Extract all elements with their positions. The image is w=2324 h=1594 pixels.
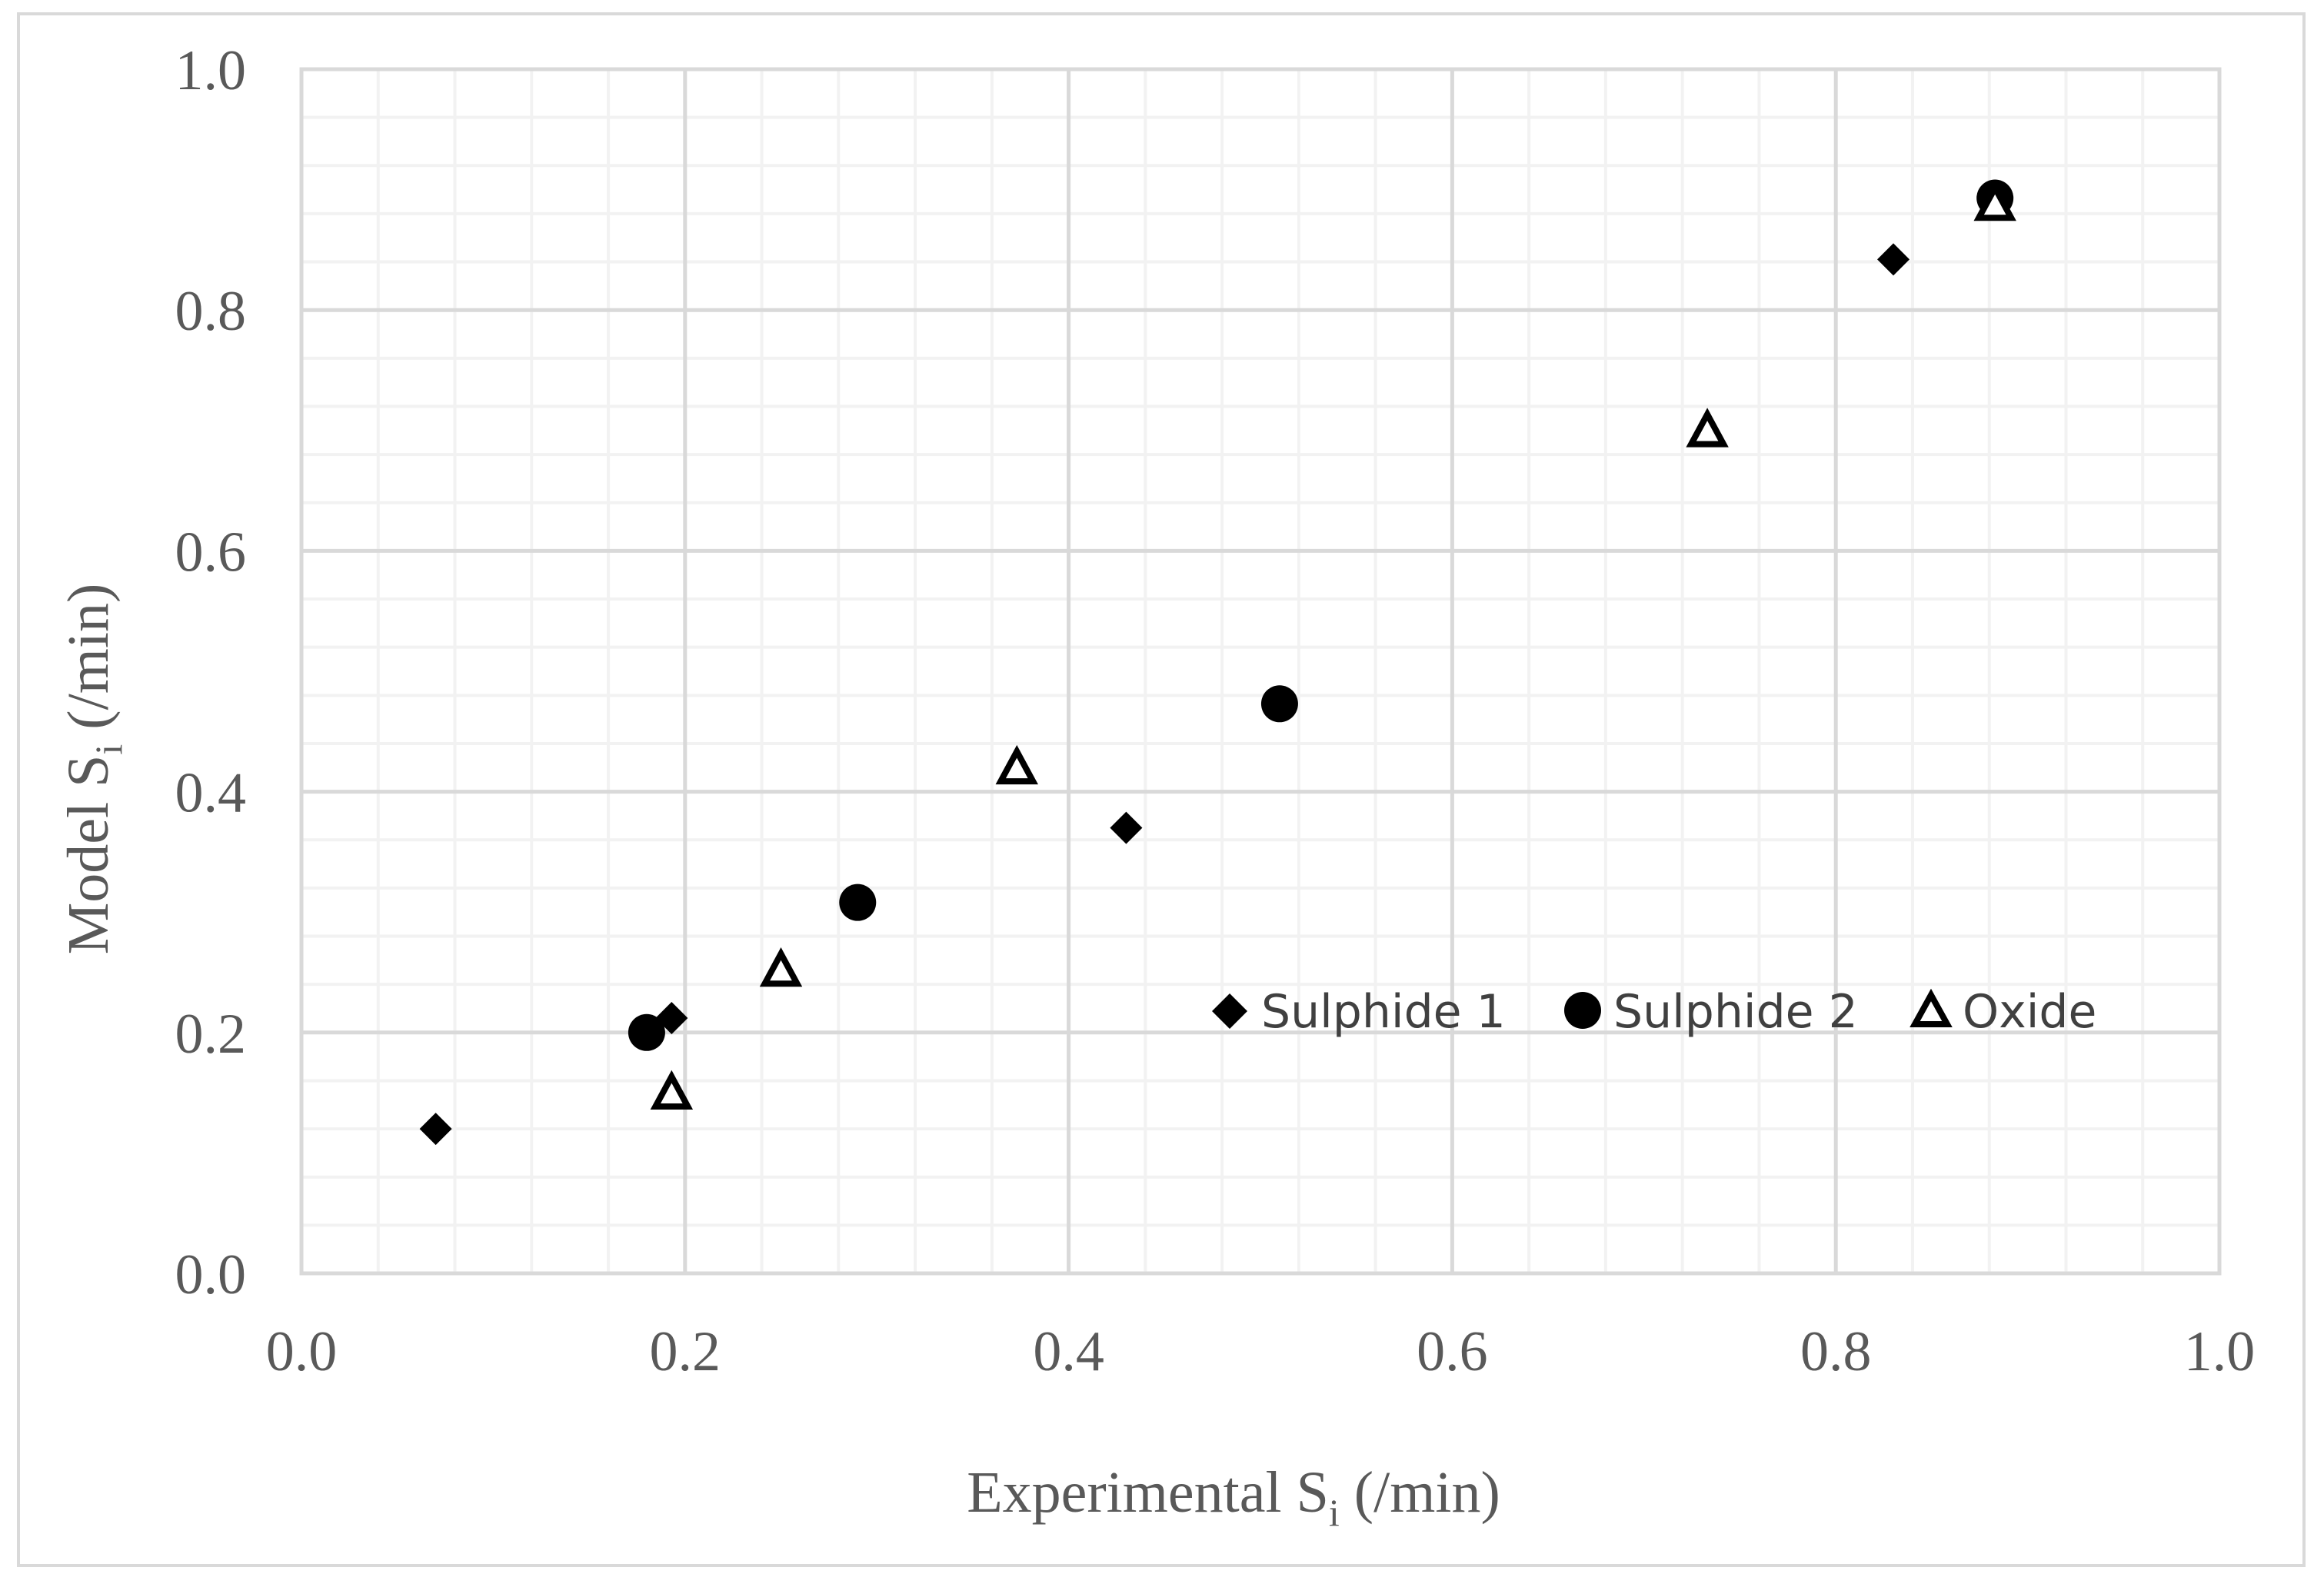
- legend-label-sulphide-2: Sulphide 2: [1613, 985, 1858, 1039]
- data-point-sulphide-2: [839, 884, 877, 921]
- data-point-oxide: [650, 1070, 694, 1110]
- y-axis-title-unit: (/min): [56, 584, 121, 744]
- legend-triangle-marker: [1909, 988, 1953, 1027]
- y-tick-label: 1.0: [175, 39, 247, 102]
- x-axis-title-main: Experimental S: [967, 1460, 1329, 1525]
- legend-label-oxide: Oxide: [1963, 985, 2096, 1039]
- y-axis-title-main: Model S: [56, 755, 121, 955]
- data-point-oxide: [1686, 408, 1729, 448]
- x-tick-label: 0.0: [266, 1320, 338, 1383]
- major-gridlines: [301, 69, 2219, 1273]
- data-points: [419, 179, 2016, 1146]
- legend-item-sulphide-2: Sulphide 2: [1564, 985, 1858, 1039]
- legend-label-sulphide-1: Sulphide 1: [1261, 985, 1506, 1039]
- x-tick-label: 0.4: [1033, 1320, 1104, 1383]
- legend-item-sulphide-1: Sulphide 1: [1212, 985, 1506, 1039]
- x-axis-title-sub: i: [1329, 1491, 1340, 1534]
- data-point-oxide: [1973, 181, 2016, 221]
- legend-item-oxide: Oxide: [1909, 985, 2096, 1039]
- y-tick-label: 0.2: [175, 1003, 247, 1066]
- x-tick-label: 0.2: [650, 1320, 721, 1383]
- y-tick-label: 0.8: [175, 280, 247, 343]
- x-axis-title: Experimental Si (/min): [967, 1460, 1500, 1534]
- y-axis-tick-labels: 0.0 0.2 0.4 0.6 0.8 1.0: [175, 39, 247, 1306]
- y-tick-label: 0.4: [175, 762, 247, 825]
- data-point-sulphide-1: [1877, 243, 1910, 276]
- y-axis-title: Model Si (/min): [56, 584, 130, 955]
- plot-area-border: [299, 67, 2222, 1276]
- legend-diamond-marker: [1212, 993, 1247, 1029]
- legend: Sulphide 1 Sulphide 2 Oxide: [1212, 985, 2096, 1039]
- data-point-oxide: [995, 744, 1038, 785]
- y-tick-label: 0.0: [175, 1243, 247, 1306]
- x-tick-label: 0.6: [1417, 1320, 1488, 1383]
- x-tick-label: 1.0: [2184, 1320, 2256, 1383]
- x-axis-tick-labels: 0.0 0.2 0.4 0.6 0.8 1.0: [266, 1320, 2256, 1383]
- y-axis-title-sub: i: [87, 744, 130, 755]
- minor-gridlines: [301, 69, 2219, 1273]
- data-point-oxide: [759, 947, 803, 987]
- data-point-sulphide-1: [419, 1113, 452, 1146]
- x-tick-label: 0.8: [1800, 1320, 1872, 1383]
- x-axis-title-unit: (/min): [1340, 1460, 1500, 1525]
- data-point-sulphide-1: [1110, 811, 1143, 844]
- y-tick-label: 0.6: [175, 521, 247, 584]
- data-point-sulphide-2: [1260, 685, 1298, 723]
- chart-frame: [17, 12, 2306, 1567]
- legend-circle-marker: [1564, 992, 1601, 1029]
- data-point-sulphide-2: [628, 1013, 665, 1051]
